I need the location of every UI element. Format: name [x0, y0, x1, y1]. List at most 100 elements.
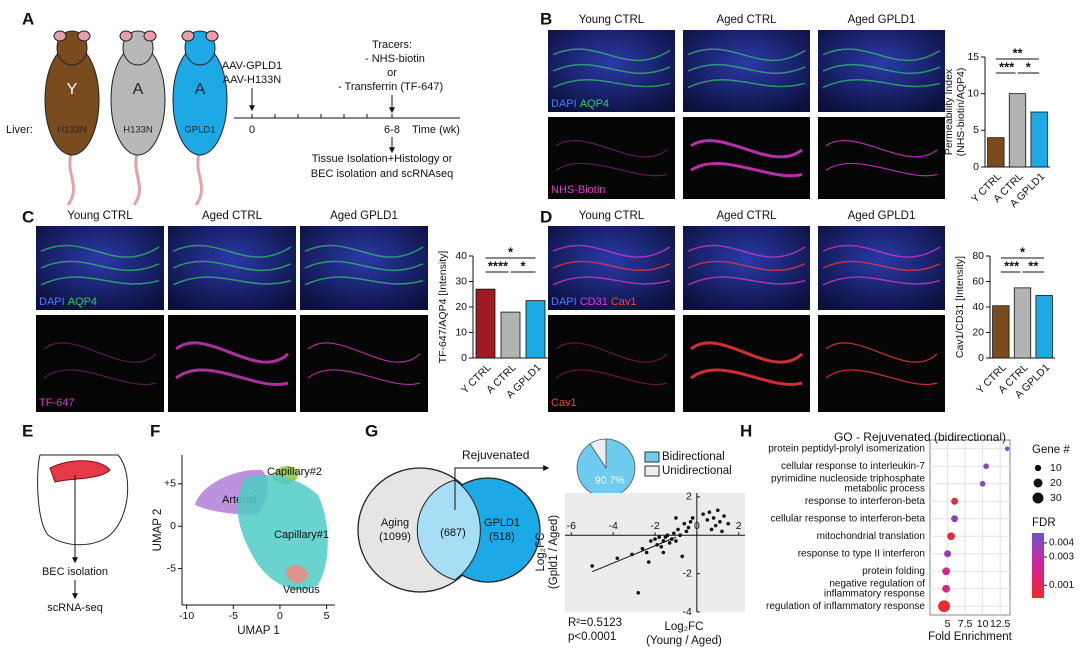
- micrograph: [548, 226, 675, 310]
- column-title: Young CTRL: [579, 14, 645, 26]
- significance: ***: [999, 59, 1015, 74]
- micrograph: [683, 30, 810, 112]
- y-tick-label: negative regulation of: [829, 578, 925, 589]
- x-tick-label: 7.5: [958, 618, 973, 630]
- y-axis-label: (Gpld1 / Aged): [548, 515, 560, 589]
- x-tick-label: 0: [694, 520, 700, 532]
- label: - NHS-biotin: [365, 53, 425, 65]
- point: [722, 514, 726, 518]
- point: [640, 546, 645, 551]
- dot: [951, 515, 959, 523]
- mouse-tail: [66, 149, 75, 206]
- y-axis-label: Permeability Index: [943, 68, 955, 155]
- micrograph-structure: [307, 342, 421, 363]
- micrograph: [818, 30, 945, 112]
- y-tick-label: -4: [683, 606, 692, 618]
- stain-name: DAPI: [551, 296, 577, 308]
- x-tick-label: 0: [277, 610, 283, 622]
- y-tick-label: -2: [683, 567, 692, 579]
- panel-letter: H: [740, 421, 752, 440]
- micrograph-structure: [687, 79, 806, 89]
- cluster-label: Venous: [283, 584, 320, 596]
- micrograph-structure: [304, 276, 424, 286]
- column-title: Young CTRL: [67, 210, 133, 222]
- label: Tissue Isolation+Histology or: [312, 153, 453, 165]
- column-title: Aged CTRL: [716, 14, 777, 26]
- micrograph-structure: [690, 161, 803, 178]
- legend-swatch: [644, 465, 660, 477]
- x-tick-label: 5: [324, 610, 330, 622]
- mouse-ear: [119, 30, 133, 42]
- column-title: Aged GPLD1: [848, 14, 916, 26]
- y-tick-label: 40: [455, 250, 467, 262]
- micrograph-structure: [552, 48, 671, 62]
- panel-letter: D: [540, 207, 552, 226]
- micrograph-structure: [687, 260, 806, 272]
- bar: [1008, 93, 1027, 168]
- point: [646, 560, 651, 564]
- point: [615, 556, 620, 561]
- point: [644, 550, 649, 555]
- micrograph-structure: [175, 368, 289, 386]
- x-tick-label: -6: [567, 520, 576, 532]
- micrograph-structure: [40, 260, 160, 272]
- x-tick-label: 2: [736, 520, 742, 532]
- micrograph-structure: [43, 342, 157, 363]
- mouse-ear: [143, 30, 157, 42]
- annotation: p<0.0001: [568, 631, 616, 643]
- point: [649, 539, 653, 543]
- point: [667, 541, 672, 545]
- micrograph-structure: [555, 369, 668, 385]
- y-tick-label: +5: [164, 478, 176, 490]
- label: (518): [489, 531, 515, 543]
- significance: ****: [488, 258, 509, 273]
- y-tick-label: protein peptidyl-prolyl isomerization: [768, 443, 925, 454]
- micrograph-structure: [172, 260, 292, 272]
- y-tick-label: regulation of inflammatory response: [766, 601, 925, 612]
- mouse-ear: [77, 30, 91, 42]
- y-tick-label: 10: [455, 326, 467, 338]
- micrograph-structure: [555, 162, 668, 177]
- micrograph-structure: [175, 341, 290, 364]
- point: [682, 521, 687, 526]
- micrograph: [818, 117, 945, 199]
- dot: [938, 600, 950, 613]
- x-axis-label: Log₂FC: [665, 621, 704, 633]
- significance: **: [1028, 258, 1039, 273]
- y-tick-label: cellular response to interferon-beta: [770, 513, 925, 524]
- x-tick-label: 5: [945, 618, 951, 630]
- micrograph-structure: [822, 276, 941, 286]
- x-tick-label: -10: [179, 610, 194, 622]
- mouse-group: A: [195, 81, 206, 98]
- micrograph-structure: [304, 244, 424, 258]
- arrow: [454, 465, 550, 510]
- label: scRNA-seq: [47, 602, 103, 614]
- micrograph: [683, 315, 810, 412]
- y-axis-label: UMAP 2: [152, 509, 164, 552]
- colorbar: [1032, 533, 1044, 598]
- micrograph-structure: [40, 244, 160, 258]
- stain-name: DAPI: [39, 296, 65, 308]
- micrograph-structure: [690, 368, 803, 386]
- y-tick-label: 60: [972, 275, 984, 287]
- cluster-label: Capillary#1: [274, 529, 329, 541]
- dot: [1004, 446, 1010, 451]
- y-tick-label: 10: [967, 87, 979, 99]
- point: [715, 508, 720, 513]
- point: [653, 537, 657, 541]
- y-tick-label: 5: [973, 124, 979, 136]
- label: or: [387, 67, 397, 79]
- stain-label: DAPI CD31 Cav1: [551, 296, 637, 308]
- x-axis-label: UMAP 1: [237, 625, 280, 637]
- micrograph-structure: [687, 63, 806, 75]
- x-tick-label: 10: [977, 618, 989, 630]
- micrograph-structure: [690, 139, 803, 159]
- y-tick-label: response to type II interferon: [798, 548, 925, 559]
- mouse-liver: GPLD1: [184, 125, 215, 136]
- bar: [1035, 295, 1053, 359]
- micrograph-structure: [552, 63, 671, 75]
- plot-frame: [929, 439, 1011, 616]
- micrograph: [818, 226, 945, 310]
- bar: [475, 288, 496, 359]
